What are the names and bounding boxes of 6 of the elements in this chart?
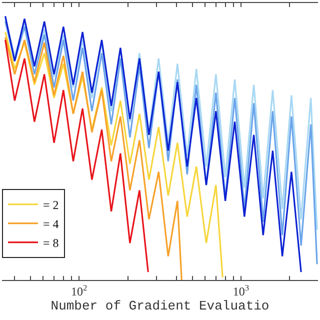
legend-label: = 4 [43,217,59,232]
x-tick-label: 10$^{2}$ [71,283,88,298]
x-axis-title: Number of Gradient Evaluatio [50,298,270,314]
legend-label: = 2 [43,198,59,212]
x-tick-label: 10$^{3}$ [232,283,250,298]
legend-label: = 8 [43,236,59,250]
